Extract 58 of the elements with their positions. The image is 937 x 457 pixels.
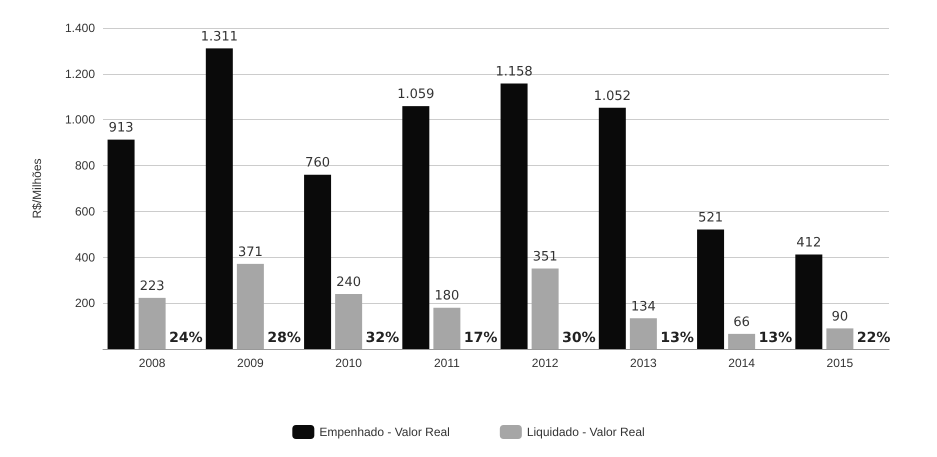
x-tick-label: 2015	[826, 356, 854, 370]
bar	[697, 230, 724, 349]
y-tick-label: 400	[74, 250, 96, 264]
data-label: 180	[434, 288, 460, 304]
data-label: 66	[733, 314, 750, 330]
legend-label: Empenhado - Valor Real	[319, 425, 450, 439]
bar	[433, 308, 460, 349]
annotation: 30%	[562, 330, 596, 346]
annotation: 22%	[856, 330, 890, 346]
data-label: 371	[238, 244, 263, 260]
x-tick-label: 2008	[138, 356, 166, 370]
data-label: 913	[108, 120, 134, 136]
bar	[728, 334, 756, 349]
x-tick-label: 2014	[728, 356, 756, 370]
bar	[500, 83, 528, 349]
bar	[304, 174, 332, 349]
bar	[108, 140, 135, 349]
data-label: 351	[532, 250, 558, 265]
bar	[335, 294, 362, 349]
data-label: 223	[140, 278, 165, 294]
data-label: 240	[336, 274, 362, 290]
y-axis-title: R$/Milhões	[30, 158, 44, 219]
data-label: 760	[305, 156, 330, 171]
y-tick-label: 1.000	[64, 112, 96, 127]
data-label: 521	[698, 210, 723, 226]
y-tick-label: 800	[74, 158, 96, 173]
y-tick-label: 1.400	[64, 21, 96, 35]
x-tick-label: 2013	[630, 356, 658, 370]
bar	[795, 254, 822, 349]
annotation: 32%	[366, 330, 400, 346]
data-label: 1.052	[594, 88, 631, 104]
bar	[826, 328, 854, 349]
bar	[598, 108, 626, 349]
x-tick-label: 2010	[335, 356, 362, 370]
bar	[206, 48, 233, 349]
annotation: 17%	[464, 330, 498, 346]
data-label: 90	[832, 309, 848, 324]
annotation: 28%	[267, 330, 301, 346]
x-tick-label: 2009	[237, 356, 264, 370]
annotation: 13%	[758, 330, 792, 346]
data-label: 412	[796, 236, 822, 251]
y-tick-label: 1.200	[64, 66, 96, 81]
data-label: 1.158	[495, 64, 533, 80]
bar	[630, 318, 657, 349]
data-label: 1.059	[397, 87, 434, 102]
bar	[532, 268, 559, 349]
y-tick-label: 600	[74, 204, 96, 218]
data-label: 1.311	[200, 29, 238, 44]
legend-label: Liquidado - Valor Real	[526, 425, 645, 439]
bar	[236, 264, 264, 349]
x-tick-label: 2012	[532, 356, 559, 370]
x-tick-label: 2011	[434, 356, 460, 370]
data-label: 134	[630, 299, 656, 314]
annotation: 24%	[169, 330, 203, 346]
bar	[402, 106, 430, 349]
bar	[138, 298, 166, 349]
y-tick-label: 200	[74, 296, 96, 310]
annotation: 13%	[660, 330, 694, 346]
